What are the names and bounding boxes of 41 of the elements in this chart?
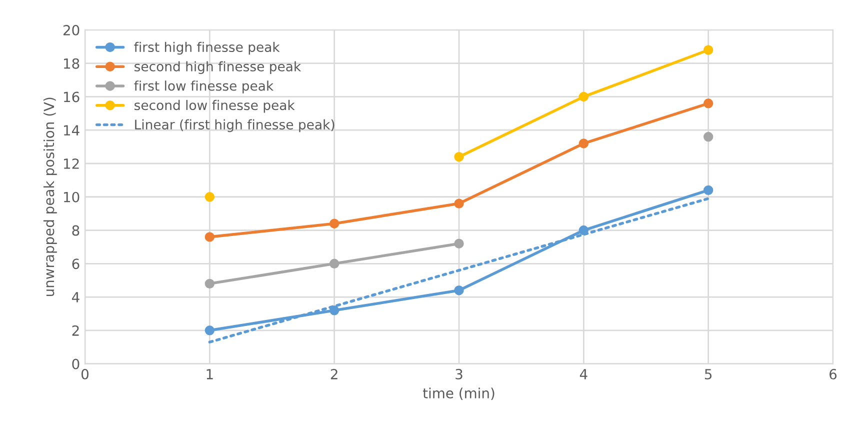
y-tick-label: 14 xyxy=(64,125,80,136)
point xyxy=(578,138,589,148)
x-tick-label: 3 xyxy=(456,368,462,380)
legend-label: second high finesse peak xyxy=(134,61,302,74)
x-tick-label: 2 xyxy=(330,368,338,380)
point xyxy=(454,198,464,208)
point xyxy=(454,238,464,248)
y-tick-label: 20 xyxy=(63,24,80,36)
legend-label: Linear (first high finesse peak) xyxy=(135,119,334,132)
point xyxy=(329,218,340,228)
point xyxy=(204,192,215,202)
point xyxy=(703,98,714,108)
point xyxy=(204,326,215,336)
legend-label: first high finesse peak xyxy=(134,42,280,55)
y-tick-label: 4 xyxy=(72,292,80,302)
point xyxy=(578,92,589,102)
point xyxy=(454,285,464,296)
x-tick-label: 0 xyxy=(81,368,88,380)
point xyxy=(204,278,215,289)
point xyxy=(703,185,714,196)
y-tick-label: 2 xyxy=(72,325,79,336)
point xyxy=(329,258,340,269)
y-tick-label: 12 xyxy=(64,158,79,169)
x-tick-label: 5 xyxy=(704,369,712,380)
y-tick-label: 10 xyxy=(64,192,80,202)
x-tick-label: 4 xyxy=(580,369,588,380)
x-tick-label: 6 xyxy=(830,368,837,380)
point xyxy=(454,152,464,162)
x-axis-title: time (min) xyxy=(422,388,494,400)
y-tick-label: 0 xyxy=(72,358,80,370)
x-tick-label: 1 xyxy=(206,369,213,380)
y-tick-label: 18 xyxy=(64,58,80,69)
point xyxy=(703,132,714,142)
legend-label: second low finesse peak xyxy=(134,100,295,113)
y-tick-label: 16 xyxy=(64,92,80,102)
point xyxy=(703,45,714,55)
point xyxy=(204,232,215,242)
legend-label: first low finesse peak xyxy=(134,80,274,94)
y-tick-label: 8 xyxy=(72,225,80,236)
y-tick-label: 6 xyxy=(72,258,80,270)
y-axis-title: unwrapped peak position (V) xyxy=(43,98,57,296)
